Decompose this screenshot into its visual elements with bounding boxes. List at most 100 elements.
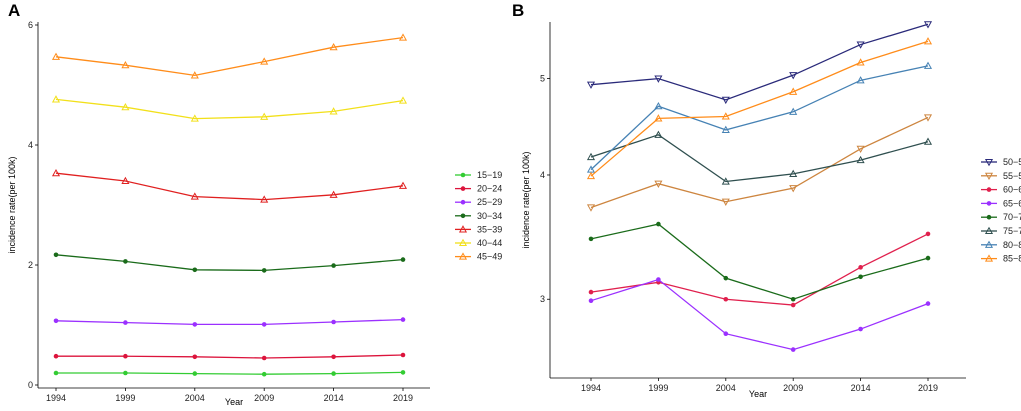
data-point-15-19 [331, 371, 336, 376]
legend-label-70-74: 70−74 [1003, 212, 1021, 222]
data-point-45-49 [398, 33, 408, 41]
data-point-55-59 [586, 204, 596, 212]
data-point-40-44 [51, 95, 61, 103]
x-axis-title: Year [225, 397, 243, 406]
data-point-50-54 [856, 41, 865, 49]
data-point-40-44 [260, 112, 269, 120]
data-point-20-24 [123, 353, 128, 359]
series-line-25-29 [55, 318, 404, 326]
series-line-35-39 [55, 172, 404, 201]
data-point-55-59 [856, 145, 865, 154]
data-point-65-69 [588, 298, 594, 303]
series-35-39 [51, 168, 408, 203]
y-tick-label: 4 [540, 170, 545, 180]
data-point-60-64 [858, 265, 863, 270]
data-point-60-64 [588, 289, 594, 295]
series-line-20-24 [56, 354, 404, 359]
x-tick-label: 1999 [648, 383, 668, 393]
legend-marker-50-54 [984, 158, 994, 167]
y-tick-label: 3 [540, 294, 545, 304]
data-point-70-74 [588, 236, 594, 242]
data-point-75-79 [586, 152, 596, 161]
legend-label-25-29: 25−29 [477, 197, 502, 207]
data-point-55-59 [789, 185, 798, 193]
data-point-20-24 [261, 355, 267, 361]
x-tick-label: 1999 [115, 393, 135, 403]
data-point-70-74 [656, 221, 661, 227]
series-line-80-84 [590, 65, 929, 171]
data-point-70-74 [723, 275, 729, 281]
data-point-30-34 [261, 268, 267, 273]
y-tick-label: 4 [28, 140, 33, 150]
data-point-60-64 [790, 302, 796, 308]
data-point-25-29 [400, 317, 406, 322]
series-20-24 [53, 352, 406, 361]
x-tick-label: 2004 [185, 393, 205, 403]
data-point-45-49 [190, 71, 199, 79]
data-point-15-19 [261, 371, 267, 377]
y-tick-label: 2 [28, 260, 33, 270]
data-point-35-39 [329, 190, 338, 198]
data-point-30-34 [400, 257, 406, 262]
data-point-65-69 [858, 326, 863, 332]
legend-label-60-64: 60−64 [1003, 185, 1021, 195]
legend-marker-30-34 [460, 213, 466, 219]
y-axis-title: incidence rate(per 100k) [7, 156, 17, 253]
data-point-25-29 [192, 322, 198, 327]
legend-marker-65-69 [986, 201, 992, 206]
data-point-40-44 [121, 102, 130, 111]
data-point-55-59 [721, 198, 730, 206]
series-50-54 [586, 21, 933, 105]
data-point-55-59 [654, 180, 663, 188]
legend-label-55-59: 55−59 [1003, 171, 1021, 181]
data-point-50-54 [654, 75, 663, 83]
series-75-79 [586, 130, 933, 185]
y-tick-label: 0 [28, 380, 33, 390]
data-point-75-79 [923, 137, 933, 145]
data-point-85-89 [923, 37, 933, 45]
legend-marker-55-59 [984, 172, 994, 181]
data-point-65-69 [790, 347, 796, 352]
legend-marker-35-39 [458, 225, 468, 233]
x-tick-label: 2019 [393, 393, 413, 403]
legend: 15−19 20−24 25−29 30−34 35−39 40−44 45−49 [455, 170, 502, 262]
series-65-69 [588, 277, 931, 352]
data-point-85-89 [856, 58, 865, 66]
data-point-45-49 [260, 57, 269, 65]
data-point-20-24 [331, 354, 336, 360]
legend-label-35-39: 35−39 [477, 224, 502, 234]
data-point-30-34 [53, 252, 59, 258]
data-point-70-74 [790, 296, 796, 302]
legend-marker-75-79 [984, 226, 994, 235]
data-point-45-49 [121, 60, 130, 69]
panel-a: A 0 2 4 6 1994 1999 2004 2009 2014 2019 Year inciden… [7, 1, 502, 407]
panel-letter: B [512, 1, 524, 20]
data-point-25-29 [53, 318, 59, 324]
data-point-85-89 [654, 114, 663, 122]
data-point-45-49 [51, 52, 61, 60]
series-55-59 [586, 114, 933, 212]
data-point-20-24 [400, 352, 406, 358]
data-point-60-64 [723, 296, 729, 302]
series-line-30-34 [55, 254, 404, 272]
data-point-75-79 [789, 169, 798, 177]
series-60-64 [588, 231, 931, 308]
data-point-50-54 [721, 96, 730, 105]
series-line-50-54 [590, 23, 929, 101]
x-tick-label: 1994 [581, 383, 601, 393]
y-axis-title: incidence rate(per 100k) [521, 151, 531, 248]
data-point-40-44 [329, 107, 338, 115]
x-tick-label: 2009 [254, 393, 274, 403]
data-point-80-84 [721, 125, 730, 133]
series-line-70-74 [590, 223, 929, 300]
series-line-65-69 [590, 278, 929, 351]
data-point-80-84 [923, 61, 933, 69]
legend-marker-20-24 [460, 186, 466, 191]
series-line-45-49 [55, 36, 404, 77]
series-15-19 [53, 370, 406, 377]
data-point-75-79 [721, 177, 730, 185]
legend-label-40-44: 40−44 [477, 238, 502, 248]
series-line-75-79 [590, 134, 929, 183]
data-point-75-79 [654, 130, 663, 138]
